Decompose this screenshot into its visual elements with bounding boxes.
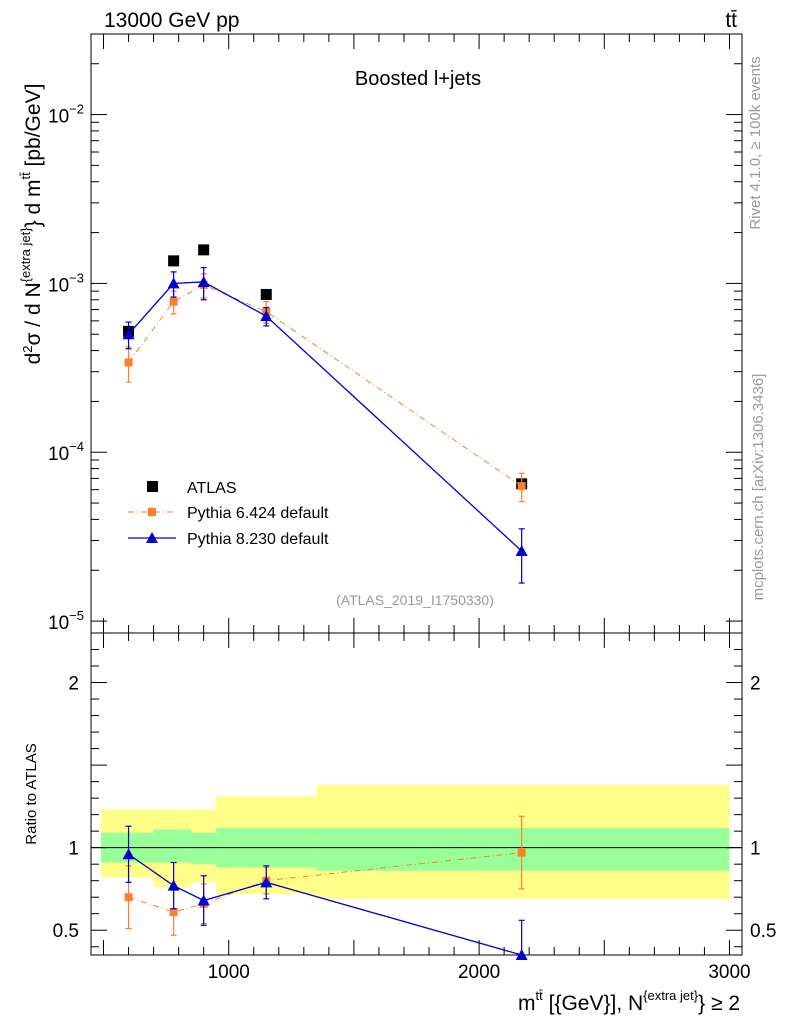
py6-ratio-point: [517, 848, 526, 857]
main-panel: Boosted l+jets (ATLAS_2019_I1750330) 10−…: [18, 33, 743, 635]
py8-point: [260, 310, 273, 322]
xtick-labels: 1000 2000 3000: [208, 962, 751, 983]
legend-atlas-label: ATLAS: [187, 480, 237, 497]
main-ytick-labels: 10−5 10−4 10−3 10−2: [48, 102, 84, 635]
atlas-point: [168, 255, 180, 267]
rivet-label: Rivet 4.1.0, ≥ 100k events: [747, 56, 764, 229]
legend-py8-label: Pythia 8.230 default: [187, 531, 329, 548]
legend-py8-marker: [146, 532, 158, 543]
ratio-bands: [101, 784, 730, 899]
ratio-ytick-label: 2: [68, 674, 79, 695]
main-series: [122, 244, 528, 584]
main-ticks: [91, 33, 742, 633]
py8-point: [197, 275, 210, 287]
main-ytick-label: 10−5: [48, 608, 84, 634]
ratio-panel: 0.5 0.5 1 1 2 2 Ratio to ATLAS 1000 2000 3000: [23, 632, 777, 983]
legend-atlas-marker: [147, 481, 158, 492]
py6-point: [124, 358, 133, 367]
ratio-series: [122, 815, 528, 960]
py8-ratio-point: [515, 949, 528, 960]
analysis-tag: (ATLAS_2019_I1750330): [336, 592, 494, 608]
header-right: tt̄: [725, 9, 737, 32]
ratio-band-inner: [191, 832, 217, 865]
ratio-ylabel: Ratio to ATLAS: [23, 743, 40, 844]
py8-point: [122, 328, 135, 340]
py8-ratio-point: [122, 848, 135, 860]
plot-title: Boosted l+jets: [355, 68, 481, 90]
ratio-ytick-label-right: 1: [750, 839, 761, 860]
py6-point: [517, 482, 526, 491]
py6-ratio-point: [124, 893, 133, 902]
xtick-label: 2000: [458, 962, 500, 983]
legend: ATLAS Pythia 6.424 default Pythia 8.230 …: [128, 480, 329, 548]
x-axis-label: mtt̄ [{GeV}], N{extra jet}} ≥ 2: [518, 988, 740, 1015]
xtick-label: 1000: [208, 962, 250, 983]
main-ytick-label: 10−2: [48, 102, 84, 128]
xtick-label: 3000: [708, 962, 750, 983]
header-left: 13000 GeV pp: [104, 9, 239, 32]
py6-line: [128, 284, 522, 487]
legend-py6-marker: [148, 508, 156, 516]
atlas-point: [260, 288, 272, 300]
ratio-ytick-label-right: 2: [750, 674, 761, 695]
ratio-band-inner: [153, 829, 192, 863]
ratio-ytick-label: 1: [68, 839, 79, 860]
main-ylabel: d2σ / d N{extra jet}} d mtt̄ [pb/GeV]: [18, 84, 45, 365]
py6-ratio-point: [169, 908, 178, 917]
ratio-tick-labels: 0.5 0.5 1 1 2 2: [53, 674, 777, 943]
legend-py6-label: Pythia 6.424 default: [187, 505, 329, 522]
atlas-point: [198, 244, 210, 256]
py8-ratio-point: [167, 879, 180, 891]
ratio-ytick-label-right: 0.5: [750, 921, 776, 942]
ratio-ticks: [91, 632, 742, 955]
ratio-frame: [90, 632, 743, 956]
main-ytick-label: 10−4: [48, 439, 84, 465]
py6-point: [169, 297, 178, 306]
main-ytick-label: 10−3: [48, 270, 84, 296]
py8-ratio-point: [260, 876, 273, 888]
ratio-ytick-label: 0.5: [53, 921, 79, 942]
py8-ratio-point: [197, 894, 210, 906]
mcplots-label: mcplots.cern.ch [arXiv:1306.3436]: [750, 374, 767, 601]
py8-point: [167, 277, 180, 289]
py8-point: [515, 545, 528, 557]
